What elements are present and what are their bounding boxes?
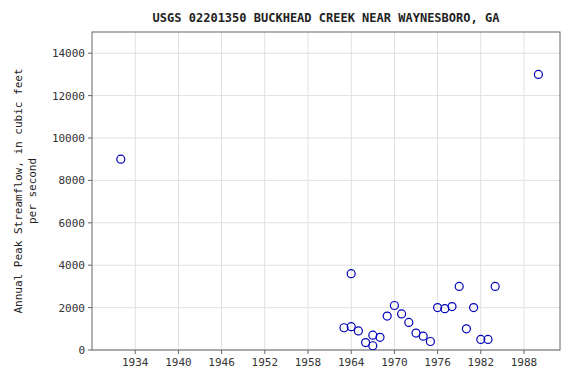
tick-x — [351, 350, 352, 354]
tick-label-y: 4000 — [59, 259, 86, 272]
point — [376, 333, 384, 341]
y-axis-label: Annual Peak Streamflow, in cubic feetper… — [12, 68, 39, 313]
grid-line-y — [92, 95, 560, 96]
grid-line-y — [92, 307, 560, 308]
grid-line-y — [92, 265, 560, 266]
grid-line-x — [351, 32, 352, 350]
y-axis-label-line: Annual Peak Streamflow, in cubic feet — [12, 68, 25, 313]
tick-label-y: 8000 — [59, 174, 86, 187]
point — [369, 342, 377, 350]
grid-line-x — [308, 32, 309, 350]
point — [405, 318, 413, 326]
tick-y — [88, 95, 92, 96]
point — [470, 304, 478, 312]
tick-label-x: 1934 — [122, 356, 149, 369]
tick-x — [480, 350, 481, 354]
tick-label-x: 1958 — [295, 356, 322, 369]
tick-x — [524, 350, 525, 354]
tick-label-x: 1964 — [338, 356, 365, 369]
point — [117, 155, 125, 163]
grid-line-x — [480, 32, 481, 350]
tick-label-x: 1982 — [468, 356, 495, 369]
grid-line-x — [264, 32, 265, 350]
grid-line-x — [437, 32, 438, 350]
tick-label-y: 10000 — [52, 132, 85, 145]
tick-x — [437, 350, 438, 354]
tick-label-x: 1988 — [511, 356, 538, 369]
tick-x — [264, 350, 265, 354]
point — [398, 310, 406, 318]
grid-line-x — [524, 32, 525, 350]
points — [117, 70, 543, 349]
chart: 1934 1940 1946 1952 1958 1964 1970 1976 1982 1988… — [0, 0, 576, 384]
grid-line-x — [178, 32, 179, 350]
tick-y — [88, 53, 92, 54]
tick-x — [308, 350, 309, 354]
point — [534, 70, 542, 78]
tick-y — [88, 180, 92, 181]
tick-label-y: 0 — [78, 344, 85, 357]
tick-x — [394, 350, 395, 354]
tick-label-x: 1940 — [165, 356, 192, 369]
tick-label-x: 1952 — [252, 356, 279, 369]
grid-line-y — [92, 138, 560, 139]
y-axis-label-line: per second — [26, 158, 39, 224]
point — [347, 270, 355, 278]
tick-y — [88, 350, 92, 351]
tick-label-y: 14000 — [52, 47, 85, 60]
tick-label-y: 6000 — [59, 217, 86, 230]
point — [448, 303, 456, 311]
grid-line-x — [394, 32, 395, 350]
point — [484, 335, 492, 343]
tick-y — [88, 265, 92, 266]
point — [354, 327, 362, 335]
grid-line-y — [92, 222, 560, 223]
point — [383, 312, 391, 320]
grid-line-x — [221, 32, 222, 350]
grid — [92, 32, 560, 350]
point — [390, 301, 398, 309]
chart-container: 1934 1940 1946 1952 1958 1964 1970 1976 1982 1988… — [0, 0, 576, 384]
tick-x — [178, 350, 179, 354]
point — [455, 282, 463, 290]
tick-label-y: 12000 — [52, 90, 85, 103]
point — [419, 332, 427, 340]
point — [426, 338, 434, 346]
grid-line-y — [92, 180, 560, 181]
tick-x — [135, 350, 136, 354]
grid-line-x — [135, 32, 136, 350]
point — [462, 325, 470, 333]
tick-label-x: 1976 — [424, 356, 451, 369]
tick-y — [88, 138, 92, 139]
tick-label-y: 2000 — [59, 302, 86, 315]
point — [491, 282, 499, 290]
grid-line-y — [92, 53, 560, 54]
point — [347, 323, 355, 331]
tick-y — [88, 307, 92, 308]
tick-label-x: 1970 — [381, 356, 408, 369]
tick-label-x: 1946 — [208, 356, 235, 369]
axes: 1934 1940 1946 1952 1958 1964 1970 1976 1982 1988… — [52, 47, 537, 369]
plot-frame — [92, 32, 560, 350]
title: USGS 02201350 BUCKHEAD CREEK NEAR WAYNES… — [153, 11, 501, 25]
tick-x — [221, 350, 222, 354]
tick-y — [88, 222, 92, 223]
